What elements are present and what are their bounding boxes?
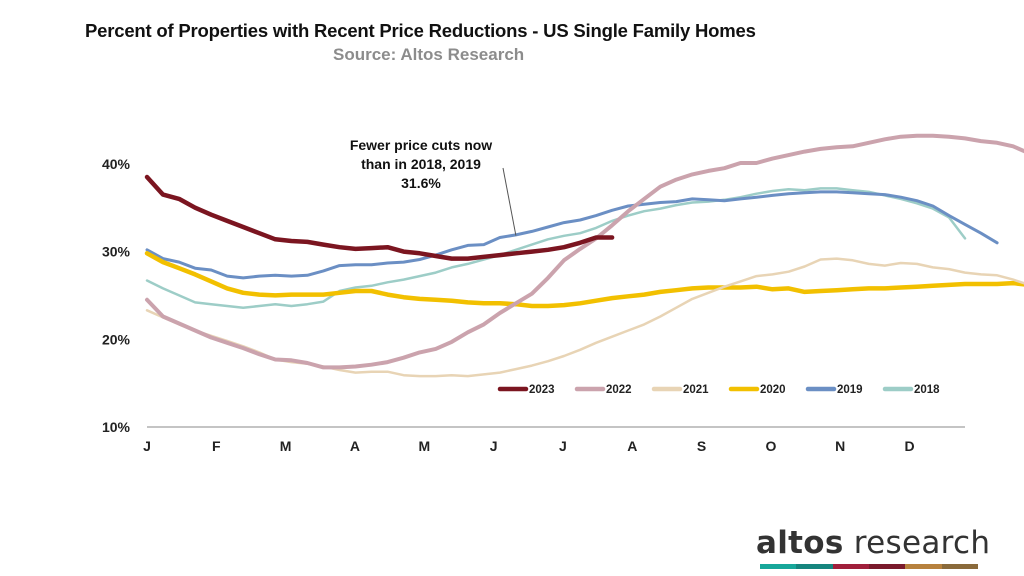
x-tick-label: S [697,438,706,454]
logo-stripe-segment [832,564,869,569]
x-tick-label: O [765,438,776,454]
series-line-2022 [145,133,1024,370]
legend-label-2019: 2019 [837,384,863,396]
logo-stripe-segment [905,564,942,569]
x-tick-label: D [904,438,914,454]
annotation-text-line: Fewer price cuts now [350,137,492,153]
logo-word-research: research [853,525,991,561]
logo-stripe-segment [941,564,978,569]
annotation-leader-line [502,167,517,236]
annotation-text-line: than in 2018, 2019 [361,156,481,172]
series-line-2023 [144,174,615,261]
x-tick-label: J [559,438,567,454]
legend-label-2023: 2023 [529,384,555,396]
altos-research-logo: altos research [756,525,990,561]
annotation-text-line: 31.6% [401,175,441,191]
y-tick-label: 40% [102,156,131,172]
logo-color-stripe [760,564,978,569]
series-line-2018 [145,187,967,309]
legend-label-2020: 2020 [760,384,786,396]
chart-title: Percent of Properties with Recent Price … [85,20,756,41]
series-line-2019 [145,190,999,280]
logo-stripe-segment [796,564,833,569]
legend-label-2021: 2021 [683,384,709,396]
y-tick-label: 10% [102,419,131,435]
logo-stripe-segment [868,564,906,569]
y-tick-label: 30% [102,244,131,260]
logo-word-altos: altos [756,525,844,561]
series-line-2020 [144,251,1024,309]
x-tick-label: F [212,438,221,454]
y-tick-label: 20% [102,331,131,347]
legend-label-2018: 2018 [914,384,940,396]
x-tick-label: N [835,438,845,454]
x-tick-label: A [627,438,637,454]
x-tick-label: J [143,438,151,454]
x-tick-label: J [490,438,498,454]
logo-stripe-segment [760,564,797,569]
x-tick-label: A [350,438,360,454]
x-tick-label: M [418,438,430,454]
chart-subtitle: Source: Altos Research [333,45,525,64]
x-tick-label: M [280,438,292,454]
legend-label-2022: 2022 [606,384,632,396]
